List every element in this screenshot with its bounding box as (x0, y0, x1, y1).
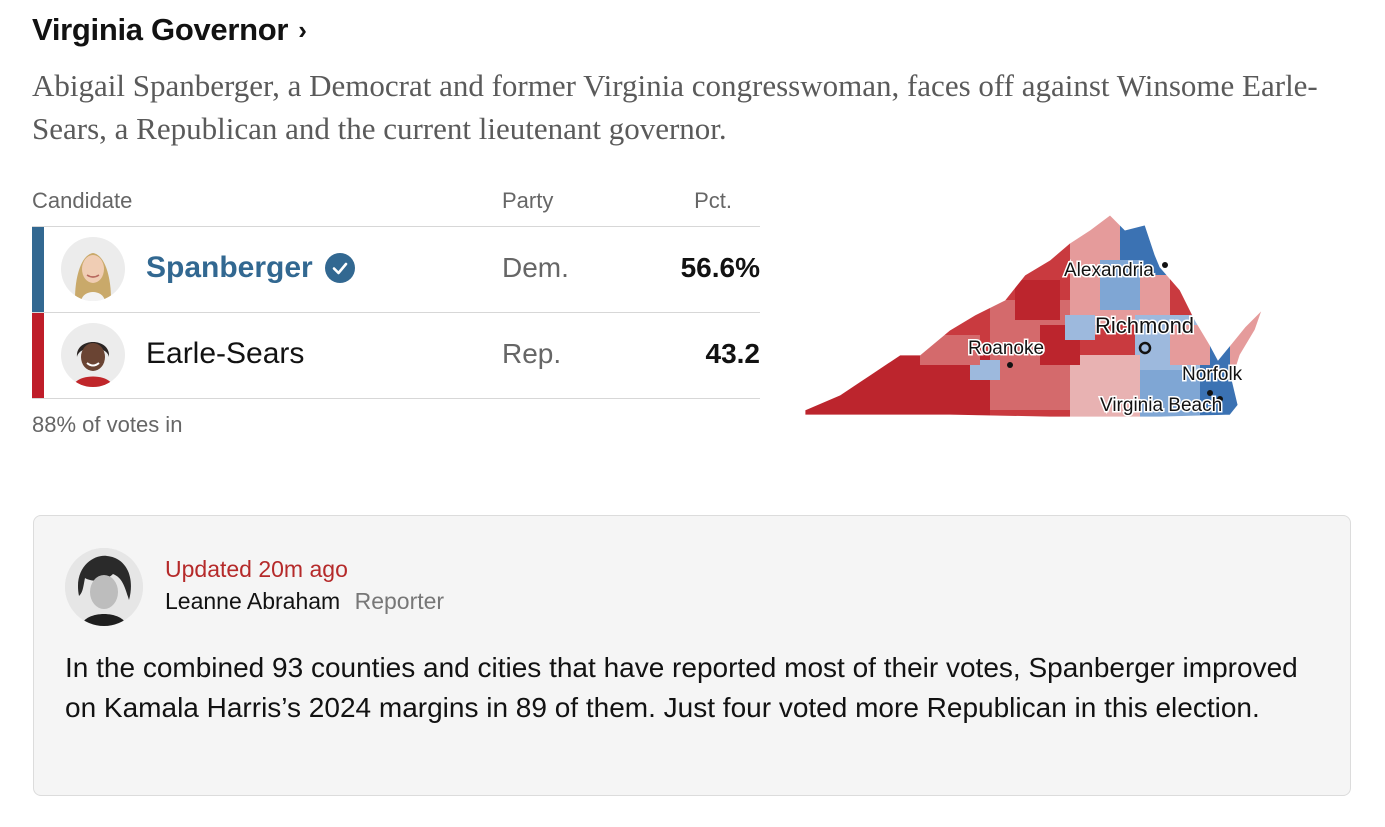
map-label-richmond: Richmond (1095, 313, 1194, 338)
candidate-photo-spanberger (61, 237, 125, 301)
author-name[interactable]: Leanne Abraham (165, 588, 341, 614)
state-outline (804, 214, 1263, 418)
candidate-row-spanberger: Spanberger Dem. 56.6% (32, 227, 760, 313)
candidate-party: Dem. (502, 252, 569, 283)
city-dot-roanoke (1007, 362, 1013, 368)
map-label-roanoke: Roanoke (968, 338, 1044, 359)
results-table: Candidate Party Pct. Spanberger Dem. 56.… (32, 184, 760, 399)
candidate-photo-earle-sears (61, 323, 125, 387)
city-dot-virginia-beach (1217, 396, 1223, 402)
party-color-bar (32, 313, 44, 398)
update-timestamp: Updated 20m ago (165, 556, 348, 582)
map-label-virginia-beach: Virginia Beach (1100, 395, 1222, 416)
votes-in-status: 88% of votes in (32, 412, 183, 437)
chevron-right-icon: › (298, 14, 307, 45)
map-label-norfolk: Norfolk (1182, 364, 1243, 385)
race-title-link[interactable]: Virginia Governor › (32, 12, 307, 48)
update-body-text: In the combined 93 counties and cities t… (65, 652, 1298, 723)
candidate-pct: 43.2 (705, 338, 761, 369)
candidate-name: Spanberger (146, 251, 355, 285)
candidate-name: Earle-Sears (146, 337, 305, 370)
results-header: Candidate Party Pct. (32, 184, 760, 227)
header-pct: Pct. (694, 188, 732, 213)
candidate-name-label: Spanberger (146, 251, 313, 284)
verified-check-icon (324, 253, 355, 283)
city-dot-richmond (1138, 341, 1152, 355)
author-avatar (65, 548, 143, 626)
party-color-bar (32, 227, 44, 312)
candidate-pct: 56.6% (680, 252, 760, 283)
candidate-row-earle-sears: Earle-Sears Rep. 43.2 (32, 313, 760, 399)
city-dot-alexandria (1162, 262, 1168, 268)
update-byline: Leanne Abraham Reporter (165, 588, 444, 615)
header-party: Party (502, 188, 554, 213)
map-label-alexandria: Alexandria (1064, 260, 1154, 281)
city-dot-norfolk (1207, 390, 1213, 396)
author-role: Reporter (354, 588, 445, 614)
live-update-card: Updated 20m ago Leanne Abraham Reporter … (33, 515, 1351, 796)
race-description: Abigail Spanberger, a Democrat and forme… (32, 68, 1318, 146)
header-candidate: Candidate (32, 188, 133, 213)
candidate-party: Rep. (502, 338, 562, 369)
race-title: Virginia Governor (32, 12, 289, 47)
virginia-results-map[interactable]: Alexandria Richmond Roanoke Norfolk Virg… (800, 205, 1280, 430)
